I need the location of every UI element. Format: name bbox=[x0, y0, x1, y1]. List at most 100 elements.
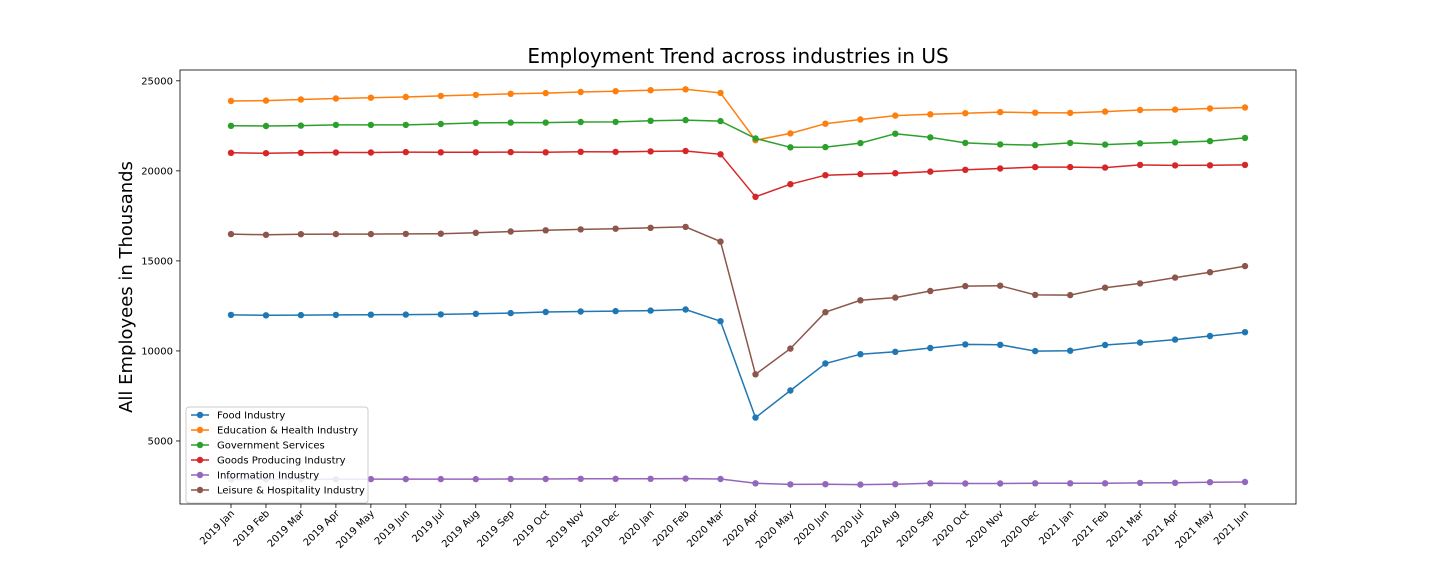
data-point bbox=[1101, 108, 1109, 115]
data-point bbox=[1171, 162, 1179, 169]
data-point bbox=[262, 312, 270, 319]
data-point bbox=[577, 88, 584, 96]
data-point bbox=[822, 309, 829, 316]
data-point bbox=[822, 172, 829, 179]
data-point bbox=[577, 226, 584, 233]
data-point bbox=[682, 116, 689, 124]
data-point bbox=[1206, 105, 1214, 112]
data-point bbox=[227, 97, 235, 105]
plot-frame bbox=[179, 69, 1297, 505]
data-point bbox=[367, 475, 375, 483]
data-point bbox=[402, 230, 409, 238]
data-point bbox=[822, 360, 829, 367]
data-point bbox=[752, 480, 759, 487]
data-point bbox=[892, 170, 899, 177]
data-point bbox=[1206, 479, 1214, 486]
data-point bbox=[682, 475, 689, 482]
data-point bbox=[717, 151, 724, 158]
data-point bbox=[647, 148, 654, 155]
data-point bbox=[962, 282, 969, 290]
data-point bbox=[1206, 269, 1214, 276]
legend-item: Information Industry bbox=[191, 471, 319, 482]
data-point bbox=[1241, 478, 1249, 486]
data-point bbox=[227, 230, 235, 238]
data-point bbox=[437, 230, 444, 237]
data-point bbox=[542, 475, 549, 483]
data-point bbox=[857, 170, 864, 178]
data-point bbox=[1171, 274, 1179, 281]
data-point bbox=[1032, 291, 1039, 299]
data-point bbox=[437, 149, 444, 156]
data-point bbox=[717, 318, 724, 325]
data-point bbox=[1032, 163, 1039, 171]
legend-marker bbox=[196, 441, 204, 449]
data-point bbox=[892, 130, 899, 137]
data-point bbox=[297, 149, 305, 156]
data-point bbox=[1206, 162, 1214, 169]
data-point bbox=[332, 230, 340, 238]
data-point bbox=[437, 311, 444, 318]
data-point bbox=[1067, 163, 1074, 171]
data-point bbox=[1136, 280, 1144, 287]
series-line bbox=[230, 150, 1246, 198]
data-point bbox=[927, 344, 934, 352]
data-point bbox=[612, 475, 619, 482]
data-point bbox=[927, 168, 934, 175]
data-point bbox=[1171, 479, 1179, 486]
data-point bbox=[1171, 106, 1179, 113]
y-tick-label: 10000 bbox=[141, 346, 173, 357]
data-point bbox=[1032, 109, 1039, 116]
data-point bbox=[892, 294, 899, 301]
data-point bbox=[1241, 104, 1249, 111]
data-point bbox=[472, 475, 479, 483]
series-5 bbox=[227, 223, 1249, 378]
y-tick-label: 15000 bbox=[141, 256, 173, 267]
y-tick-label: 25000 bbox=[141, 76, 173, 87]
legend-item: Food Industry bbox=[191, 411, 285, 422]
series-3 bbox=[227, 147, 1249, 200]
data-point bbox=[647, 224, 654, 231]
series-line bbox=[230, 88, 1246, 142]
data-point bbox=[612, 88, 619, 95]
data-point bbox=[577, 118, 584, 126]
data-point bbox=[787, 481, 794, 488]
data-point bbox=[682, 147, 689, 155]
data-point bbox=[857, 481, 864, 488]
data-point bbox=[332, 149, 340, 156]
data-point bbox=[367, 149, 375, 156]
data-point bbox=[927, 287, 934, 295]
data-point bbox=[227, 149, 235, 156]
data-point bbox=[1067, 109, 1074, 117]
data-point bbox=[717, 89, 724, 97]
legend-label: Government Services bbox=[217, 441, 325, 452]
data-point bbox=[612, 118, 619, 126]
data-point bbox=[857, 139, 864, 147]
data-point bbox=[752, 371, 759, 378]
series-4 bbox=[227, 475, 1249, 488]
data-point bbox=[437, 92, 444, 100]
data-point bbox=[507, 475, 514, 483]
data-point bbox=[997, 141, 1004, 148]
data-point bbox=[717, 475, 724, 483]
data-point bbox=[1032, 480, 1039, 487]
legend-marker bbox=[196, 471, 204, 479]
data-point bbox=[367, 230, 375, 238]
data-point bbox=[542, 149, 549, 156]
legend-box bbox=[185, 406, 369, 504]
series-2 bbox=[227, 116, 1249, 151]
data-point bbox=[1206, 332, 1214, 340]
data-point bbox=[787, 387, 794, 394]
data-point bbox=[1067, 480, 1074, 487]
plot-area bbox=[227, 86, 1249, 488]
legend-label: Information Industry bbox=[217, 471, 319, 482]
data-point bbox=[402, 93, 409, 101]
data-point bbox=[752, 135, 759, 142]
series-0 bbox=[227, 306, 1249, 421]
data-point bbox=[577, 148, 584, 155]
data-point bbox=[1241, 329, 1249, 336]
data-point bbox=[472, 310, 479, 317]
data-point bbox=[1171, 139, 1179, 146]
data-point bbox=[332, 121, 340, 129]
data-point bbox=[437, 475, 444, 483]
data-point bbox=[857, 297, 864, 304]
